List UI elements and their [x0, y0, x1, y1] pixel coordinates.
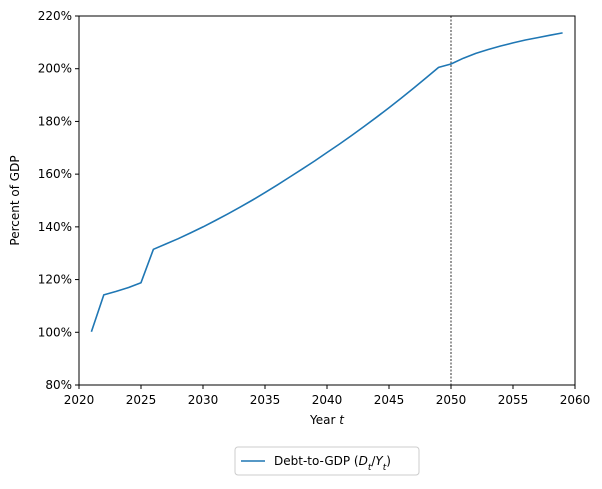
y-tick-label: 180%: [38, 114, 72, 128]
y-tick-label: 160%: [38, 167, 72, 181]
y-tick-label: 140%: [38, 220, 72, 234]
y-tick-label: 80%: [45, 378, 72, 392]
x-tick-label: 2040: [312, 393, 343, 407]
x-tick-label: 2035: [250, 393, 281, 407]
x-axis-label: Year t: [309, 413, 345, 427]
y-tick-label: 220%: [38, 9, 72, 23]
y-tick-label: 120%: [38, 273, 72, 287]
y-axis-label: Percent of GDP: [8, 155, 22, 245]
legend-box: [234, 446, 420, 476]
x-tick-label: 2020: [64, 393, 95, 407]
x-tick-label: 2045: [374, 393, 405, 407]
y-tick-label: 200%: [38, 62, 72, 76]
x-tick-label: 2060: [560, 393, 591, 407]
legend: Debt-to-GDP (Dt/Yt): [234, 446, 420, 476]
x-tick-label: 2050: [436, 393, 467, 407]
legend-label: Debt-to-GDP (Dt/Yt): [274, 454, 391, 473]
x-tick-label: 2025: [126, 393, 157, 407]
y-tick-label: 100%: [38, 325, 72, 339]
plot-area-frame: [78, 15, 576, 386]
x-tick-label: 2030: [188, 393, 219, 407]
x-tick-label: 2055: [498, 393, 529, 407]
series-line-debt-to-gdp: [90, 32, 563, 333]
